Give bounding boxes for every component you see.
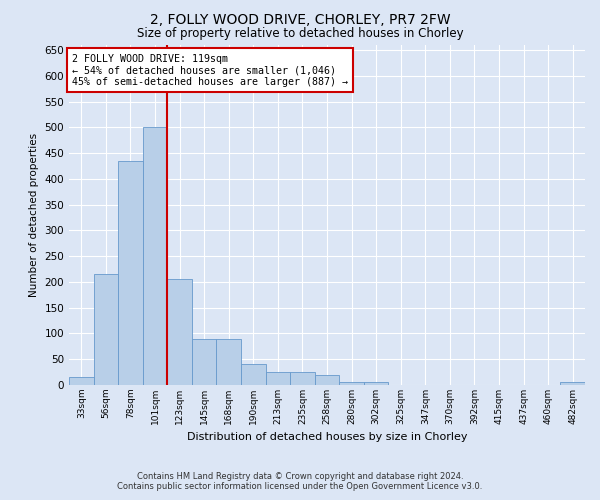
X-axis label: Distribution of detached houses by size in Chorley: Distribution of detached houses by size …: [187, 432, 467, 442]
Bar: [143, 128, 167, 385]
Bar: [69, 378, 94, 385]
Bar: [118, 161, 143, 385]
Text: Contains HM Land Registry data © Crown copyright and database right 2024.
Contai: Contains HM Land Registry data © Crown c…: [118, 472, 482, 491]
Bar: [290, 372, 315, 385]
Bar: [560, 382, 585, 385]
Y-axis label: Number of detached properties: Number of detached properties: [29, 133, 39, 297]
Bar: [217, 338, 241, 385]
Text: 2 FOLLY WOOD DRIVE: 119sqm
← 54% of detached houses are smaller (1,046)
45% of s: 2 FOLLY WOOD DRIVE: 119sqm ← 54% of deta…: [71, 54, 347, 86]
Bar: [364, 382, 388, 385]
Bar: [339, 382, 364, 385]
Text: Size of property relative to detached houses in Chorley: Size of property relative to detached ho…: [137, 28, 463, 40]
Bar: [266, 372, 290, 385]
Bar: [315, 374, 339, 385]
Bar: [94, 274, 118, 385]
Bar: [192, 338, 217, 385]
Bar: [167, 280, 192, 385]
Text: 2, FOLLY WOOD DRIVE, CHORLEY, PR7 2FW: 2, FOLLY WOOD DRIVE, CHORLEY, PR7 2FW: [149, 12, 451, 26]
Bar: [241, 364, 266, 385]
